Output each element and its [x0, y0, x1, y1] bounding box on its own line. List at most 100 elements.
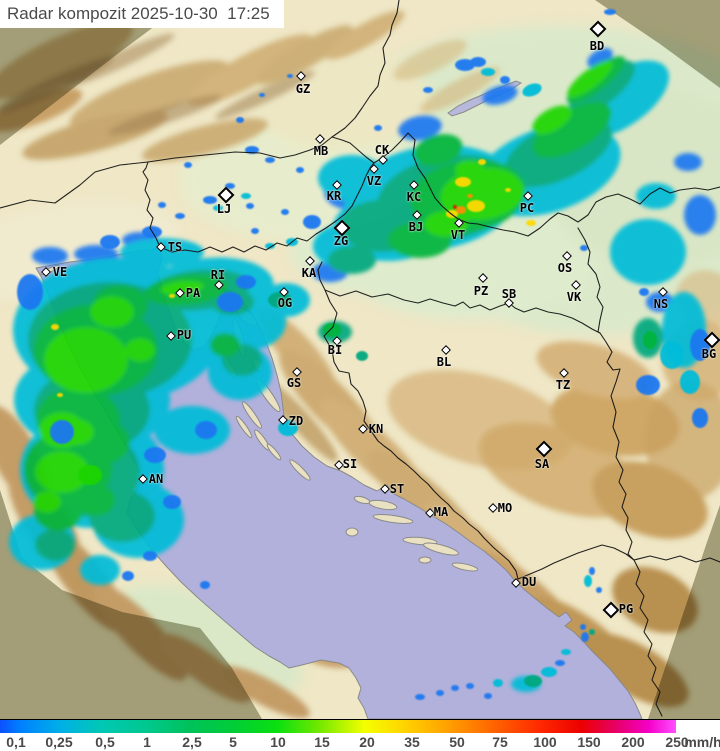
precip-cyan [265, 243, 275, 249]
precip-green [75, 484, 115, 516]
precip-blue [163, 495, 181, 509]
precip-green [210, 333, 240, 357]
title-bar: Radar kompozit 2025-10-30 17:25 [0, 0, 284, 28]
precipitation-specks [17, 9, 710, 700]
precip-blue [122, 571, 134, 581]
precip-bgreen [90, 296, 134, 328]
precip-teal [268, 292, 292, 308]
precip-cyan [120, 238, 204, 266]
precip-blue [246, 203, 254, 209]
precip-cyan [561, 649, 571, 655]
precip-bgreen [455, 160, 485, 180]
legend-color-scale [0, 720, 676, 733]
precip-blue [692, 408, 708, 428]
precip-blue [639, 288, 649, 296]
precip-blue [50, 420, 74, 444]
map-canvas [0, 0, 720, 719]
precip-blue [636, 375, 660, 395]
precip-blue [423, 87, 433, 93]
precip-red [453, 205, 457, 209]
precip-bgreen [424, 211, 468, 237]
precip-green [532, 102, 612, 159]
precip-cyan [680, 370, 700, 394]
precip-green [323, 323, 341, 337]
precip-blue [674, 153, 702, 171]
precip-cyan [584, 575, 592, 587]
precip-blue [374, 125, 382, 131]
precip-cyan [610, 219, 686, 285]
precip-blue [604, 9, 616, 15]
precip-yellow [57, 393, 63, 397]
precip-yellow [478, 159, 486, 165]
precipitation-layer [9, 48, 716, 692]
precip-green [643, 331, 657, 349]
precip-yellow [455, 177, 471, 187]
precip-blue [200, 581, 210, 589]
precip-teal [328, 246, 376, 274]
precip-cyan [541, 667, 557, 677]
precip-blue [195, 421, 217, 439]
borders [0, 0, 720, 717]
precip-blue [484, 693, 492, 699]
precip-blue [236, 117, 244, 123]
precip-cyan [493, 679, 503, 687]
legend-tick-5: 5 [229, 734, 237, 750]
precip-blue [251, 228, 259, 234]
precip-yellow [505, 188, 511, 192]
precip-blue [690, 329, 710, 361]
precip-blue [451, 685, 459, 691]
precip-blue [217, 292, 243, 312]
legend-tick-2,5: 2,5 [182, 734, 202, 750]
precip-blue [175, 213, 185, 219]
precip-cyan [278, 420, 298, 436]
precip-blue [555, 660, 565, 666]
precip-blue [225, 183, 235, 189]
precip-cyan [80, 555, 120, 585]
precip-blue [259, 93, 265, 97]
legend-tick-20: 20 [359, 734, 375, 750]
precip-yellow [467, 200, 485, 212]
precip-cyan [481, 68, 495, 76]
precip-cyan [636, 183, 676, 209]
precip-teal [524, 675, 542, 687]
precip-cyan [213, 205, 223, 211]
legend-tick-250: 250 [665, 734, 689, 750]
radar-map: BD GZ MB CK VZ KR LJ ZG TS VE KA RI PA OG PU KC BJ VT PC OS… [0, 0, 720, 719]
precip-blue [580, 245, 588, 251]
precip-teal [356, 351, 368, 361]
coverage-shadow [0, 0, 720, 719]
precip-orange [456, 206, 466, 214]
precip-yellow [169, 294, 175, 298]
precip-blue [296, 167, 304, 173]
precip-cyan [241, 193, 251, 199]
precip-blue [589, 567, 595, 575]
precip-cyan [522, 83, 542, 97]
legend: 0,1 0,25 0,5 1 2,5 5 10 15 20 35 50 75 100 150 200 250 … [0, 719, 720, 751]
precip-cyan [154, 406, 230, 454]
precip-blue [470, 57, 486, 67]
legend-tick-0,1: 0,1 [6, 734, 26, 750]
legend-tick-200: 200 [621, 734, 645, 750]
legend-tick-15: 15 [314, 734, 330, 750]
precip-bgreen [35, 451, 89, 493]
precip-teal [589, 629, 595, 635]
precip-blue [158, 202, 166, 208]
precip-blue [143, 551, 157, 561]
precip-blue [100, 235, 120, 249]
precip-yellow [526, 220, 536, 226]
precip-blue [184, 162, 192, 168]
precip-blue [203, 196, 217, 204]
precip-blue [17, 274, 43, 310]
precip-bgreen [532, 105, 572, 135]
precip-blue [265, 157, 275, 163]
precip-teal [35, 529, 75, 561]
precip-bgreen [125, 338, 155, 362]
precip-blue [482, 85, 518, 105]
legend-tick-50: 50 [449, 734, 465, 750]
legend-tick-1: 1 [143, 734, 151, 750]
precip-blue [436, 690, 444, 696]
precip-blue [144, 447, 166, 463]
legend-tick-100: 100 [533, 734, 557, 750]
precip-blue [281, 209, 289, 215]
